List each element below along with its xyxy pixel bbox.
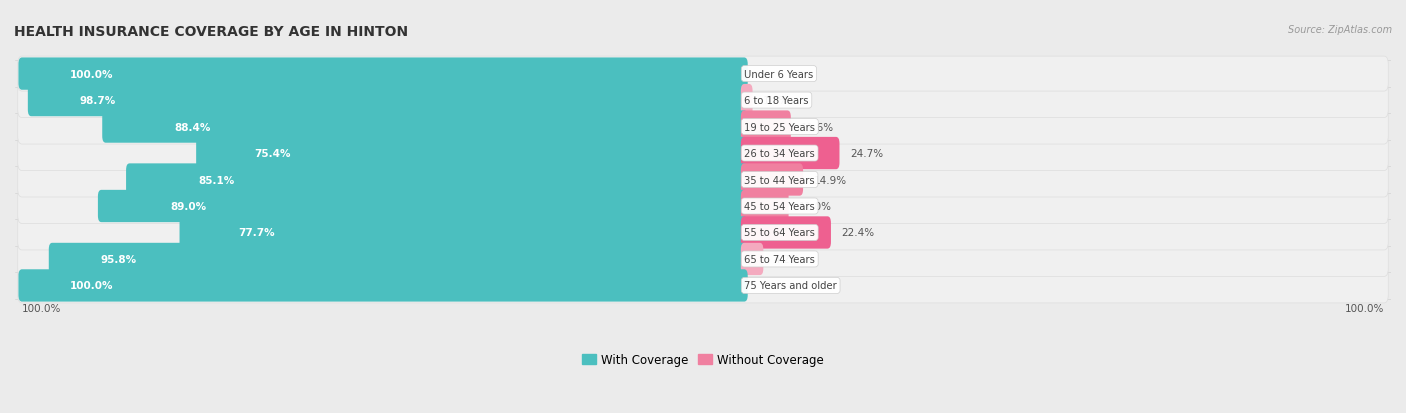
Text: 19 to 25 Years: 19 to 25 Years — [744, 122, 815, 132]
FancyBboxPatch shape — [18, 83, 1388, 118]
FancyBboxPatch shape — [741, 111, 790, 143]
Text: HEALTH INSURANCE COVERAGE BY AGE IN HINTON: HEALTH INSURANCE COVERAGE BY AGE IN HINT… — [14, 25, 408, 39]
FancyBboxPatch shape — [18, 57, 1388, 92]
Text: 100.0%: 100.0% — [70, 69, 114, 79]
Text: 22.4%: 22.4% — [841, 228, 875, 238]
FancyBboxPatch shape — [18, 189, 1388, 224]
Text: 1.3%: 1.3% — [763, 96, 789, 106]
FancyBboxPatch shape — [18, 242, 1388, 277]
Text: 35 to 44 Years: 35 to 44 Years — [744, 175, 815, 185]
Text: 95.8%: 95.8% — [100, 254, 136, 264]
Legend: With Coverage, Without Coverage: With Coverage, Without Coverage — [578, 349, 828, 371]
FancyBboxPatch shape — [18, 270, 748, 302]
Text: 100.0%: 100.0% — [1344, 303, 1384, 313]
FancyBboxPatch shape — [180, 217, 748, 249]
Text: 6 to 18 Years: 6 to 18 Years — [744, 96, 808, 106]
FancyBboxPatch shape — [103, 111, 748, 143]
Text: 14.9%: 14.9% — [814, 175, 846, 185]
FancyBboxPatch shape — [741, 217, 831, 249]
Text: 24.7%: 24.7% — [849, 149, 883, 159]
Text: 65 to 74 Years: 65 to 74 Years — [744, 254, 815, 264]
FancyBboxPatch shape — [741, 85, 752, 117]
FancyBboxPatch shape — [18, 110, 1388, 145]
Text: 85.1%: 85.1% — [198, 175, 235, 185]
Text: 75.4%: 75.4% — [254, 149, 291, 159]
FancyBboxPatch shape — [741, 190, 789, 223]
FancyBboxPatch shape — [741, 138, 839, 170]
FancyBboxPatch shape — [127, 164, 748, 196]
Text: 75 Years and older: 75 Years and older — [744, 281, 837, 291]
Text: 88.4%: 88.4% — [174, 122, 211, 132]
FancyBboxPatch shape — [18, 58, 748, 90]
Text: 4.2%: 4.2% — [773, 254, 800, 264]
FancyBboxPatch shape — [18, 268, 1388, 303]
Text: 11.6%: 11.6% — [801, 122, 834, 132]
FancyBboxPatch shape — [741, 164, 803, 196]
Text: 100.0%: 100.0% — [22, 303, 62, 313]
Text: 98.7%: 98.7% — [79, 96, 115, 106]
FancyBboxPatch shape — [18, 163, 1388, 197]
FancyBboxPatch shape — [28, 85, 748, 117]
FancyBboxPatch shape — [98, 190, 748, 223]
Text: 26 to 34 Years: 26 to 34 Years — [744, 149, 815, 159]
Text: Source: ZipAtlas.com: Source: ZipAtlas.com — [1288, 25, 1392, 35]
Text: 77.7%: 77.7% — [238, 228, 274, 238]
Text: 89.0%: 89.0% — [170, 202, 207, 211]
FancyBboxPatch shape — [18, 136, 1388, 171]
FancyBboxPatch shape — [18, 216, 1388, 250]
Text: Under 6 Years: Under 6 Years — [744, 69, 814, 79]
Text: 45 to 54 Years: 45 to 54 Years — [744, 202, 815, 211]
FancyBboxPatch shape — [49, 243, 748, 275]
FancyBboxPatch shape — [197, 138, 748, 170]
Text: 11.0%: 11.0% — [799, 202, 832, 211]
Text: 100.0%: 100.0% — [70, 281, 114, 291]
FancyBboxPatch shape — [741, 243, 763, 275]
Text: 55 to 64 Years: 55 to 64 Years — [744, 228, 815, 238]
